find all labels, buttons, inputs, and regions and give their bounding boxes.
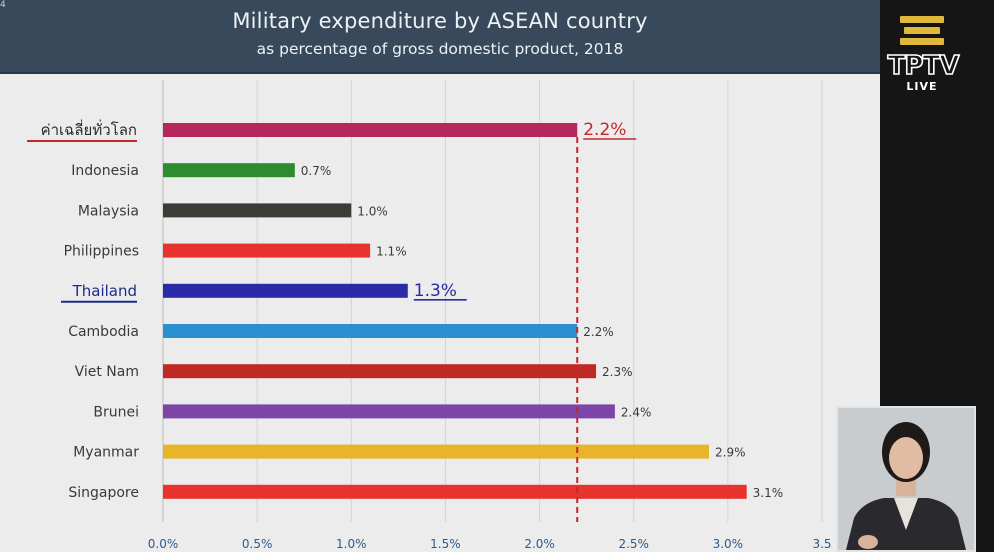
chart-subtitle: as percentage of gross domestic product,…	[256, 40, 624, 58]
corner-mark: 4	[0, 0, 6, 10]
x-tick-label: 2.0%	[524, 537, 555, 551]
value-label: 1.0%	[357, 204, 388, 218]
category-label: Viet Nam	[75, 364, 139, 380]
value-label: 1.3%	[414, 281, 457, 301]
category-label: Indonesia	[71, 163, 139, 179]
x-tick-label: 0.5%	[242, 537, 273, 551]
value-label: 2.4%	[621, 405, 652, 419]
category-label: Cambodia	[68, 324, 139, 340]
bar	[163, 123, 578, 137]
bar-chart: ค่าเฉลี่ยทั่วโลก 2.2% Indonesia 0.7% Malaysi…	[27, 80, 832, 551]
x-tick-label: 2.5%	[618, 537, 649, 551]
value-label: 2.2%	[583, 120, 626, 140]
value-label: 2.9%	[715, 446, 746, 460]
category-label: Singapore	[68, 485, 139, 501]
x-tick-label: 1.0%	[336, 537, 367, 551]
x-tick-label: 1.5%	[430, 537, 461, 551]
chart-header: Military expenditure by ASEAN country as…	[0, 0, 880, 74]
bar	[163, 324, 578, 338]
chart-title: Military expenditure by ASEAN country	[232, 9, 648, 33]
sign-language-interpreter-video	[836, 406, 976, 552]
x-tick-label: 3.0%	[713, 537, 744, 551]
bar	[163, 163, 295, 178]
bar	[163, 444, 710, 459]
svg-text:TPTV: TPTV	[888, 51, 960, 81]
bar	[163, 283, 408, 298]
bar	[163, 203, 352, 218]
category-label: Thailand	[72, 282, 137, 300]
value-label: 3.1%	[753, 486, 784, 500]
bar	[163, 484, 747, 499]
category-label: Myanmar	[73, 445, 139, 461]
value-label: 2.2%	[583, 325, 614, 339]
value-label: 1.1%	[376, 245, 407, 259]
chart-area: ค่าเฉลี่ยทั่วโลก 2.2% Indonesia 0.7% Malaysi…	[0, 74, 880, 552]
category-label: ค่าเฉลี่ยทั่วโลก	[41, 119, 137, 139]
x-tick-label: 3.5	[812, 537, 831, 551]
value-label: 2.3%	[602, 365, 633, 379]
x-tick-label: 0.0%	[148, 537, 179, 551]
category-label: Brunei	[93, 404, 139, 420]
live-label: LIVE	[906, 80, 938, 93]
category-label: Philippines	[64, 244, 139, 260]
tptv-logo-icon: TPTV	[887, 16, 961, 82]
bar	[163, 243, 371, 258]
bar	[163, 404, 615, 419]
interpreter-figure-icon	[838, 408, 974, 550]
category-label: Malaysia	[78, 203, 139, 219]
value-label: 0.7%	[301, 164, 332, 178]
bar	[163, 364, 597, 379]
